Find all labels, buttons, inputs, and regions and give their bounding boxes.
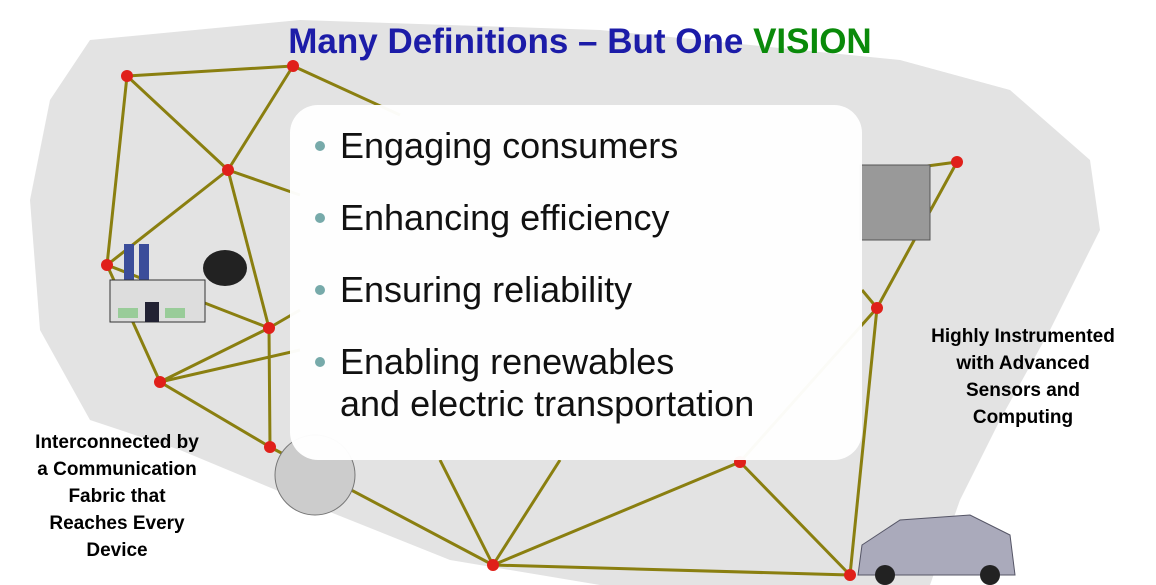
bullet-dot bbox=[315, 285, 325, 295]
bullet-text: Engaging consumers bbox=[340, 125, 678, 166]
caption-line: Device bbox=[86, 540, 147, 561]
bullet-dot bbox=[315, 213, 325, 223]
car-icon bbox=[857, 514, 1016, 585]
bullet-dot bbox=[315, 357, 325, 367]
factory-icon bbox=[109, 244, 247, 323]
bullet-text: and electric transportation bbox=[340, 383, 754, 424]
bullet-box bbox=[290, 105, 862, 460]
bullet-list: Engaging consumers Enhancing efficiency En… bbox=[315, 125, 754, 424]
caption-line: Sensors and bbox=[966, 380, 1080, 401]
right-caption: Highly Instrumented with Advanced Sensors … bbox=[931, 326, 1115, 428]
bullet-text: Ensuring reliability bbox=[340, 269, 632, 310]
caption-line: Computing bbox=[973, 407, 1073, 428]
server-icon bbox=[859, 164, 931, 241]
caption-line: a Communication bbox=[37, 459, 196, 480]
caption-line: Highly Instrumented bbox=[931, 326, 1115, 347]
bullet-text: Enhancing efficiency bbox=[340, 197, 670, 238]
caption-line: with Advanced bbox=[955, 353, 1089, 374]
bullet-dot bbox=[315, 141, 325, 151]
slide-title: Many Definitions – But One VISION bbox=[288, 22, 871, 61]
caption-line: Reaches Every bbox=[49, 513, 185, 534]
left-caption: Interconnected by a Communication Fabric t… bbox=[35, 432, 199, 561]
caption-line: Interconnected by bbox=[35, 432, 199, 453]
caption-line: Fabric that bbox=[68, 486, 166, 507]
bullet-text: Enabling renewables bbox=[340, 341, 674, 382]
